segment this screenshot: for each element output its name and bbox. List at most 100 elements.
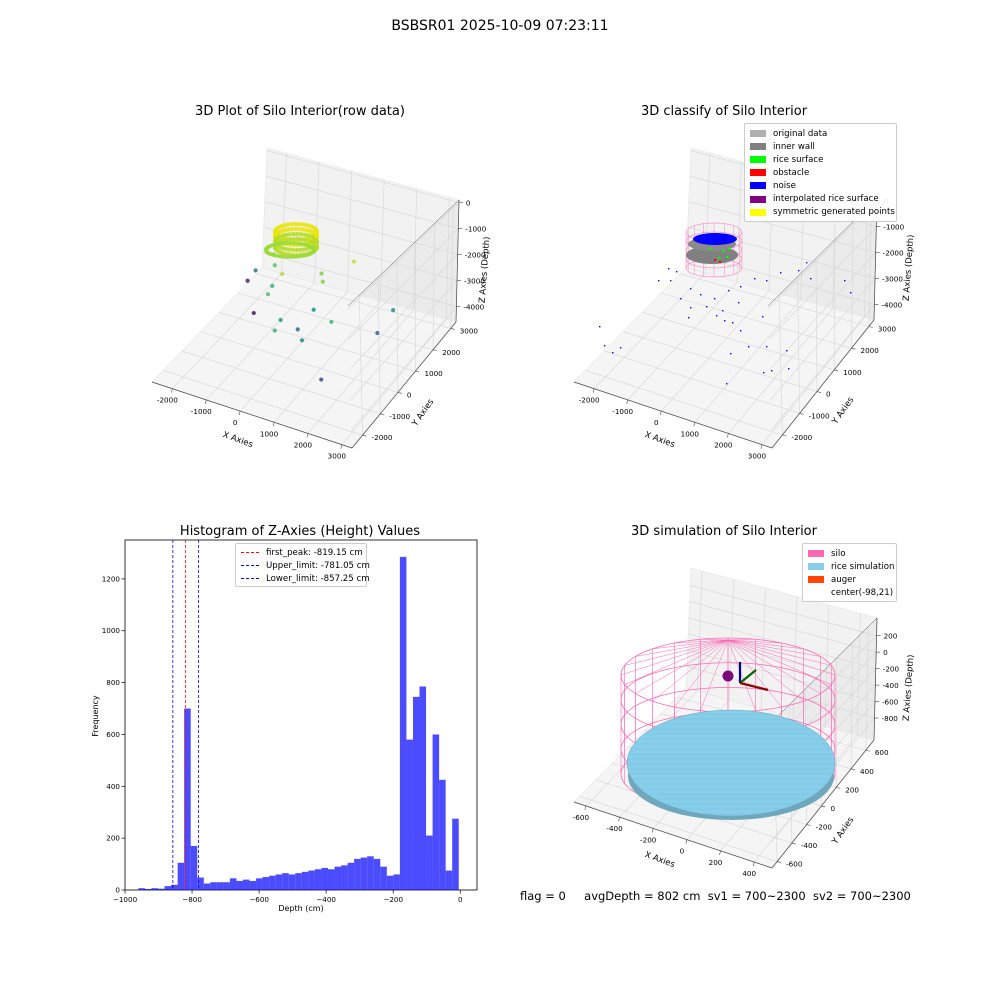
silo-roof-line <box>727 639 804 650</box>
chart3-legend: first_peak: -819.15 cm Upper_limit: -781.… <box>235 543 370 587</box>
noise-point <box>706 306 708 308</box>
x-axis-line <box>151 381 353 449</box>
data-point <box>276 241 280 246</box>
inner-wall-band <box>686 246 738 264</box>
histogram-bar <box>452 818 459 890</box>
histogram-bar <box>282 873 289 890</box>
y-tick <box>851 347 856 350</box>
y-tick-label: -400 <box>801 841 818 850</box>
histogram-bar <box>406 739 413 890</box>
x-tick <box>752 861 755 867</box>
data-point <box>314 228 319 233</box>
histogram-bar <box>223 882 230 890</box>
grid-line-x <box>445 197 450 320</box>
x-tick <box>626 399 628 404</box>
x-tick <box>340 444 343 449</box>
noise-point <box>780 272 782 274</box>
z-tick-label: -3000 <box>464 276 485 285</box>
histogram-bar <box>393 874 400 890</box>
x-tick <box>592 388 595 393</box>
grid-line-y <box>432 223 435 350</box>
histogram-bar <box>412 696 420 890</box>
data-point <box>314 239 320 244</box>
silo-roof-line <box>727 639 756 641</box>
y-tick-label: 1200 <box>102 574 121 583</box>
y-tick-label: 200 <box>106 834 120 843</box>
x-tick-label: −1000 <box>113 895 138 904</box>
x-tick <box>272 422 275 427</box>
noise-point <box>754 278 756 280</box>
grid-line-x <box>728 308 833 434</box>
y-tick <box>836 787 841 789</box>
x-tick-label: 0 <box>680 847 685 856</box>
legend-label: Upper_limit: -781.05 cm <box>266 560 370 571</box>
data-point <box>295 241 300 246</box>
silo-roof-line <box>624 639 729 666</box>
histogram-bar <box>373 858 381 890</box>
histogram-bar <box>314 869 322 890</box>
noise-point <box>844 280 846 282</box>
histogram-bar <box>216 882 224 890</box>
data-point <box>288 241 293 246</box>
y-axis-line <box>351 321 457 449</box>
noise-point <box>726 383 728 385</box>
silo-roof-line <box>624 639 729 685</box>
x-tick <box>306 433 309 438</box>
legend-entry: symmetric generated points <box>750 206 895 219</box>
grid-line-y <box>680 273 869 327</box>
x-tick <box>760 444 763 449</box>
grid-line-y <box>850 642 853 769</box>
z-tick-label: -2000 <box>465 251 486 260</box>
noise-point <box>810 278 812 280</box>
auger-marker <box>722 670 734 682</box>
y-tick <box>777 861 782 863</box>
data-point <box>302 247 307 252</box>
chart3-ylabel: Frequency <box>91 695 100 737</box>
y-tick <box>850 768 856 771</box>
z-axis-line <box>455 199 460 323</box>
y-tick-label: -1000 <box>389 412 410 421</box>
y-tick <box>415 370 420 373</box>
data-point <box>272 263 277 268</box>
chart2-legend: original data inner wall rice surface obsta… <box>744 123 897 222</box>
noise-point <box>680 298 682 300</box>
y-tick <box>433 349 438 352</box>
noise-point <box>690 307 692 309</box>
y-tick-label: 1000 <box>424 369 443 378</box>
rice-surface-point <box>718 257 721 259</box>
y-tick <box>791 842 796 845</box>
data-point <box>320 279 325 284</box>
x-tick-label: 0 <box>458 895 463 904</box>
histogram-bar <box>367 856 374 890</box>
data-point <box>292 254 297 259</box>
histogram-bar <box>321 867 328 890</box>
x-tick-label: −200 <box>383 895 403 904</box>
histogram-bar <box>229 878 237 890</box>
noise-point <box>766 280 768 282</box>
legend-label: auger <box>831 574 856 585</box>
x-tick <box>618 817 620 822</box>
x-tick-label: −400 <box>316 895 336 904</box>
data-point <box>287 232 292 237</box>
z-tick-label: -600 <box>882 698 899 707</box>
x-tick-label: -2000 <box>157 396 178 405</box>
data-point <box>291 236 297 242</box>
data-point <box>290 247 296 253</box>
data-point <box>298 232 303 237</box>
data-point <box>292 221 298 227</box>
grid-line-x <box>239 291 348 412</box>
y-axis-line <box>771 739 875 869</box>
data-point <box>298 247 303 252</box>
data-point <box>311 307 316 312</box>
histogram-bar <box>301 871 309 890</box>
data-point <box>319 271 324 276</box>
y-tick <box>834 369 839 372</box>
data-point <box>298 254 303 259</box>
z-tick-label: -4000 <box>463 302 484 311</box>
legend-line-swatch <box>241 552 259 553</box>
data-point <box>375 330 380 336</box>
legend-swatch <box>750 195 766 203</box>
histogram-bar <box>151 888 159 890</box>
grid-line-y <box>450 205 454 329</box>
z-tick-label: 0 <box>466 199 471 208</box>
